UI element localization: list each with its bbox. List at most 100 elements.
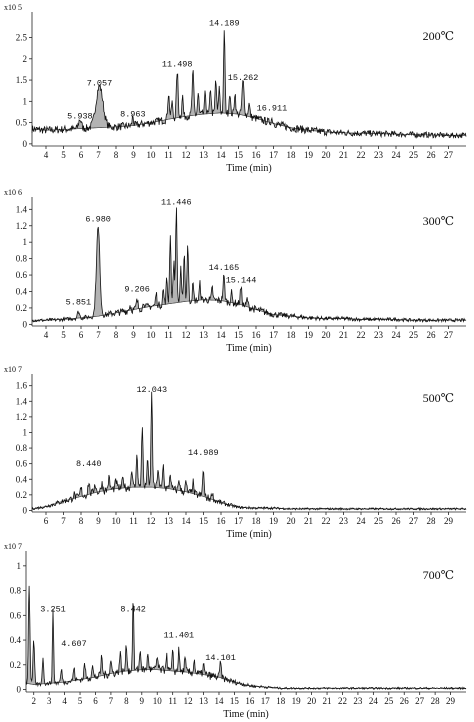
x-tick-label: 11 — [129, 516, 138, 526]
x-tick-label: 15 — [199, 516, 209, 526]
x-tick-label: 27 — [444, 330, 454, 340]
chromatogram-trace — [31, 391, 467, 512]
y-tick-label: 0.8 — [10, 586, 22, 596]
x-tick-label: 17 — [269, 330, 279, 340]
x-tick-label: 19 — [304, 150, 314, 160]
panel-3: 0 0.2 0.4 0.6 0.8 1 1.2 1.4 1.6 6 7 8 9 10 11 12 13 14 15 1… — [4, 365, 467, 540]
y-tick-label: 0 — [23, 319, 28, 329]
peak-label: 15.144 — [226, 275, 257, 285]
x-tick-label: 14 — [182, 516, 192, 526]
y-multiplier: x10 7 — [4, 542, 22, 551]
peak-area — [26, 585, 466, 690]
x-tick-label: 13 — [199, 330, 209, 340]
y-tick-label: 1.4 — [16, 204, 28, 214]
y-tick-label: 0.8 — [16, 254, 28, 264]
peak-label: 11.401 — [164, 631, 195, 641]
x-tick-label: 10 — [112, 516, 122, 526]
y-tick-label: 1.6 — [16, 381, 28, 391]
x-tick-label: 17 — [234, 516, 244, 526]
y-multiplier: x10 7 — [4, 365, 22, 374]
y-tick-label: 0.6 — [16, 270, 28, 280]
y-tick-label: 0.6 — [10, 610, 22, 620]
x-tick-label: 16 — [252, 330, 262, 340]
peak-label: 16.911 — [257, 104, 288, 114]
x-tick-label: 12 — [147, 516, 156, 526]
y-tick-label: 0.4 — [10, 635, 22, 645]
y-tick-label: 1.5 — [16, 75, 28, 85]
peak-label: 4.607 — [61, 639, 87, 649]
peak-label: 14.989 — [188, 448, 219, 458]
peak-label: 8.963 — [120, 110, 146, 120]
x-tick-label: 29 — [444, 516, 454, 526]
x-tick-label: 10 — [153, 696, 163, 706]
x-tick-label: 6 — [93, 696, 98, 706]
temperature-label: 300℃ — [423, 214, 454, 228]
x-tick-label: 18 — [287, 150, 297, 160]
peak-label: 15.262 — [228, 73, 259, 83]
y-tick-label: 0 — [23, 505, 28, 515]
x-tick-label: 9 — [131, 330, 136, 340]
peak-label: 11.498 — [162, 59, 193, 69]
x-tick-label: 24 — [392, 150, 402, 160]
y-tick-label: 2.5 — [16, 33, 28, 43]
peak-label: 5.938 — [67, 111, 93, 121]
x-tick-label: 14 — [214, 696, 224, 706]
x-tick-label: 26 — [427, 330, 437, 340]
x-axis-title: Time (min) — [226, 529, 271, 540]
y-tick-label: 0 — [23, 139, 28, 149]
x-tick-label: 25 — [374, 516, 384, 526]
temperature-label: 500℃ — [423, 391, 454, 405]
x-tick-label: 24 — [357, 516, 367, 526]
x-tick-label: 12 — [184, 696, 193, 706]
panel-2: 0 0.2 0.4 0.6 0.8 1 1.2 1.4 4 5 6 7 8 9 10 11 12 13 14 15 16… — [4, 188, 467, 354]
x-tick-label: 27 — [409, 516, 419, 526]
x-tick-label: 12 — [182, 150, 191, 160]
x-tick-label: 17 — [269, 150, 279, 160]
x-tick-label: 10 — [147, 330, 157, 340]
x-tick-label: 9 — [131, 150, 136, 160]
x-tick-label: 15 — [234, 330, 244, 340]
x-tick-label: 7 — [96, 330, 101, 340]
x-tick-label: 21 — [323, 696, 332, 706]
x-tick-label: 13 — [164, 516, 174, 526]
x-tick-label: 11 — [164, 330, 173, 340]
x-tick-label: 19 — [304, 330, 314, 340]
x-tick-label: 4 — [44, 330, 49, 340]
peak-label: 6.980 — [85, 215, 111, 225]
x-tick-label: 21 — [339, 150, 348, 160]
peak-label: 14.189 — [209, 19, 240, 29]
y-tick-label: 0.8 — [16, 443, 28, 453]
x-tick-label: 21 — [339, 330, 348, 340]
x-tick-label: 23 — [353, 696, 363, 706]
y-tick-label: 0.5 — [16, 118, 28, 128]
x-tick-label: 24 — [392, 330, 402, 340]
chromatogram-trace — [25, 585, 467, 691]
x-tick-label: 28 — [427, 516, 437, 526]
x-tick-label: 22 — [322, 516, 331, 526]
x-tick-label: 9 — [140, 696, 145, 706]
peak-label: 8.442 — [120, 605, 146, 615]
x-tick-label: 17 — [261, 696, 271, 706]
x-tick-label: 8 — [124, 696, 129, 706]
x-tick-label: 6 — [79, 150, 84, 160]
x-tick-label: 12 — [182, 330, 191, 340]
panel-1: 0 0.5 1 1.5 2 2.5 4 5 6 7 8 9 10 11 12 13 14 15 16 17 18 19 20… — [4, 3, 467, 174]
x-tick-label: 9 — [96, 516, 101, 526]
x-tick-label: 15 — [234, 150, 244, 160]
x-tick-label: 5 — [78, 696, 83, 706]
y-tick-label: 1 — [17, 561, 22, 571]
x-tick-label: 22 — [357, 330, 366, 340]
x-tick-label: 27 — [444, 150, 454, 160]
y-tick-label: 0 — [17, 685, 22, 695]
temperature-label: 200℃ — [423, 29, 454, 43]
x-tick-label: 3 — [47, 696, 52, 706]
x-tick-label: 26 — [400, 696, 410, 706]
x-tick-label: 11 — [164, 150, 173, 160]
x-tick-label: 20 — [287, 516, 297, 526]
x-axis-title: Time (min) — [226, 163, 271, 174]
y-tick-label: 0.2 — [16, 303, 27, 313]
x-tick-label: 6 — [44, 516, 49, 526]
y-tick-label: 1 — [23, 427, 28, 437]
x-tick-label: 22 — [357, 150, 366, 160]
